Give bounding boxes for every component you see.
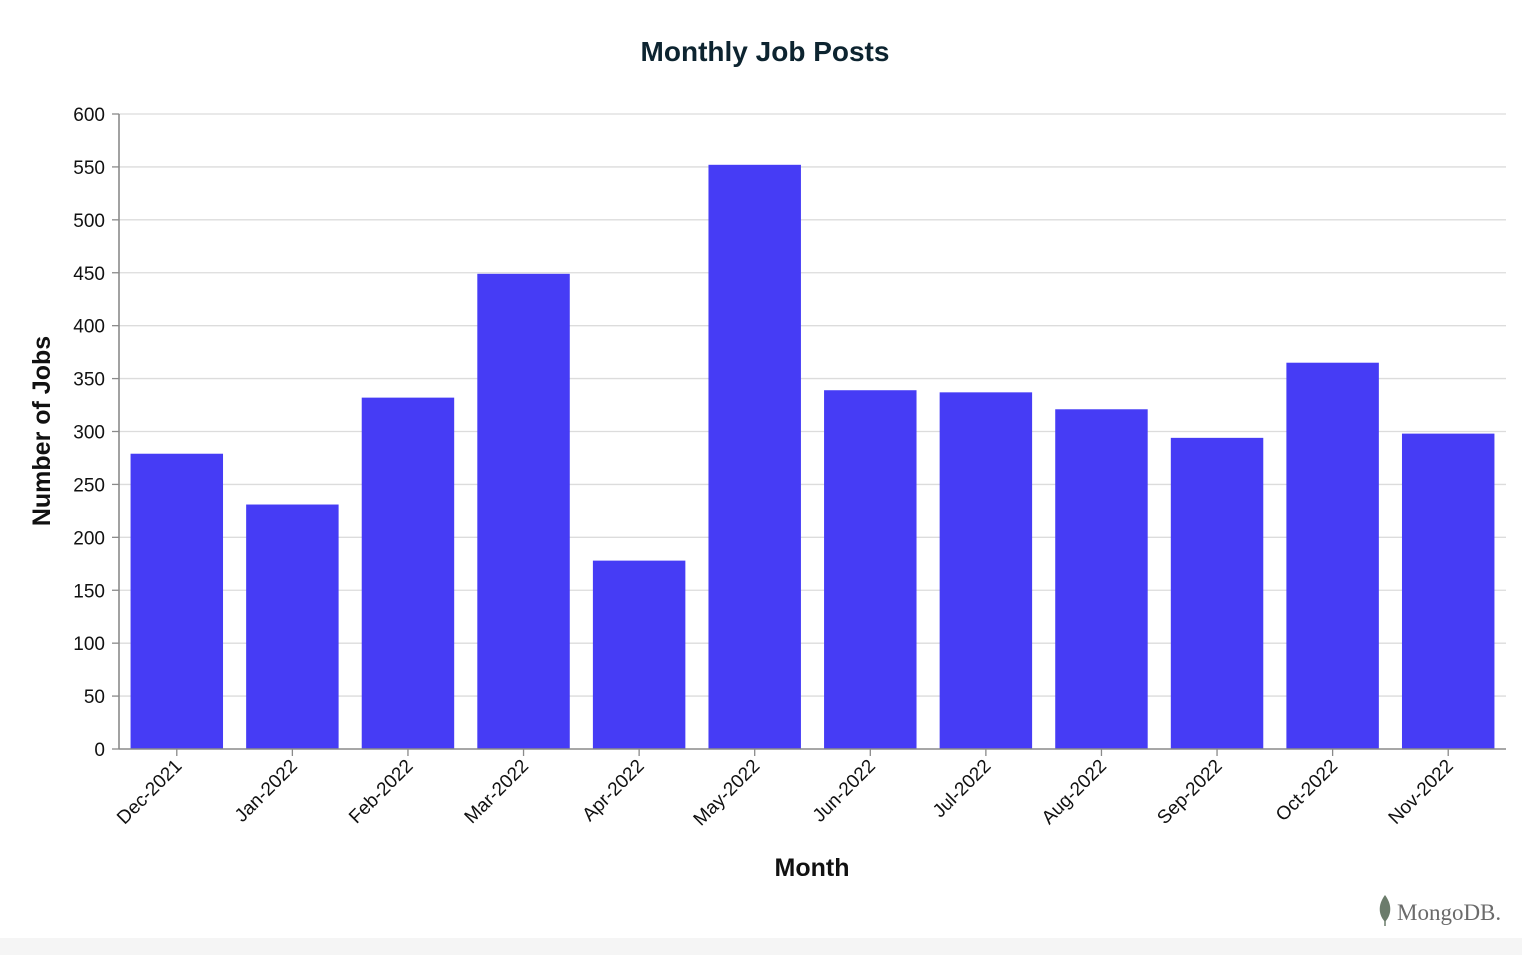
- y-tick-label: 50: [84, 687, 105, 708]
- bar-oct-2022: [1286, 362, 1379, 749]
- bar-sep-2022: [1170, 437, 1264, 749]
- bar-may-2022: [708, 164, 801, 750]
- bar-feb-2022: [361, 397, 455, 749]
- x-axis-title: Month: [775, 854, 850, 882]
- bar-dec-2021: [130, 453, 224, 749]
- leaf-icon: [1379, 895, 1391, 922]
- x-tick-label: Jan-2022: [231, 756, 302, 827]
- y-axis-ticks: 0 50 100 150 200 250 300 350 400 450 500 550 600: [73, 105, 119, 761]
- x-tick-label: Oct-2022: [1272, 756, 1342, 826]
- x-tick-label: Nov-2022: [1385, 756, 1458, 829]
- bar-mar-2022: [477, 273, 570, 749]
- x-tick-label: Mar-2022: [461, 756, 533, 828]
- bar-aug-2022: [1055, 409, 1148, 749]
- bottom-strip: [0, 938, 1522, 955]
- bars: [130, 164, 1495, 750]
- x-tick-label: Jun-2022: [809, 756, 880, 827]
- y-tick-label: 200: [73, 528, 105, 549]
- y-tick-label: 550: [73, 158, 105, 179]
- y-tick-label: 100: [73, 634, 105, 655]
- bar-jan-2022: [246, 504, 339, 749]
- gridlines: [119, 113, 1506, 697]
- y-tick-label: 600: [73, 105, 105, 126]
- y-tick-label: 450: [73, 264, 105, 285]
- chart-title: Monthly Job Posts: [641, 36, 890, 67]
- mongodb-logo: MongoDB.: [1379, 895, 1501, 926]
- x-tick-label: Jul-2022: [929, 756, 995, 822]
- bar-apr-2022: [592, 560, 686, 749]
- y-tick-label: 400: [73, 317, 105, 338]
- y-tick-label: 150: [73, 581, 105, 602]
- y-axis-title: Number of Jobs: [28, 336, 56, 526]
- bar-jul-2022: [939, 392, 1033, 749]
- x-axis-ticks: Dec-2021 Jan-2022 Feb-2022 Mar-2022 Apr-2022…: [113, 749, 1458, 830]
- x-tick-label: Apr-2022: [579, 756, 649, 826]
- bar-nov-2022: [1401, 433, 1495, 749]
- x-tick-label: Dec-2021: [113, 756, 186, 829]
- y-tick-label: 250: [73, 475, 105, 496]
- x-tick-label: May-2022: [690, 756, 765, 831]
- x-tick-label: Feb-2022: [345, 756, 417, 828]
- bar-jun-2022: [824, 390, 917, 749]
- y-tick-label: 0: [94, 740, 105, 761]
- x-tick-label: Sep-2022: [1153, 756, 1226, 829]
- y-tick-label: 500: [73, 211, 105, 232]
- y-tick-label: 350: [73, 370, 105, 391]
- x-tick-label: Aug-2022: [1038, 756, 1111, 829]
- y-tick-label: 300: [73, 423, 105, 444]
- logo-text: MongoDB.: [1397, 900, 1501, 925]
